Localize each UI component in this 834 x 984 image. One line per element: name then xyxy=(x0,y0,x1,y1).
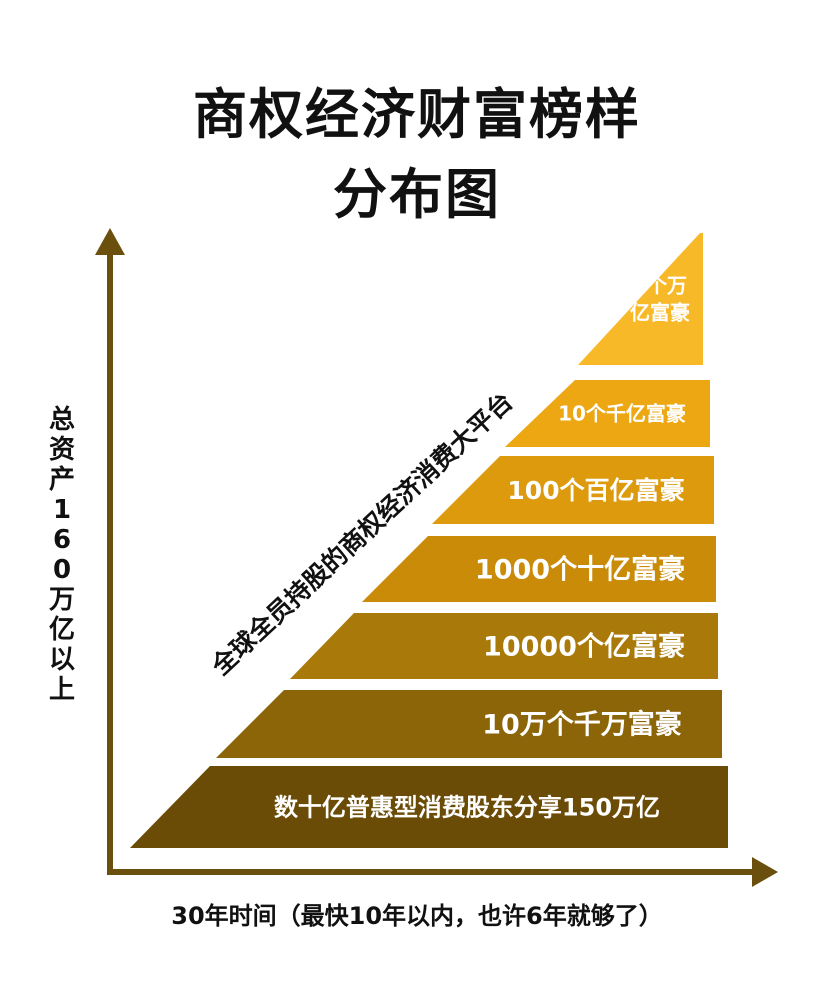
x-axis-label: 30年时间（最快10年以内，也许6年就够了） xyxy=(171,902,663,930)
pyramid-tier-7 xyxy=(130,766,728,848)
y-axis-label-char: 上 xyxy=(49,675,75,705)
y-axis-arrow-icon xyxy=(95,228,125,255)
tier-6-label: 10万个千万富豪 xyxy=(482,709,682,741)
y-axis-label-char: 6 xyxy=(53,525,71,555)
pyramid-tier-5 xyxy=(290,613,718,679)
y-axis-label-char: 0 xyxy=(53,555,71,585)
tier-1-label: 1个万 xyxy=(633,274,687,298)
pyramid-tier-1 xyxy=(578,233,703,365)
y-axis-label-char: 万 xyxy=(49,585,75,615)
y-axis-label-char: 亿 xyxy=(49,615,75,645)
title-line-2: 分布图 xyxy=(333,163,501,226)
title-line-1: 商权经济财富榜样 xyxy=(193,83,641,146)
pyramid-tier-2 xyxy=(505,380,710,447)
tier-1-label: 亿富豪 xyxy=(630,301,690,325)
tier-4-label: 1000个十亿富豪 xyxy=(475,554,685,586)
tier-7-label: 数十亿普惠型消费股东分享150万亿 xyxy=(274,794,660,822)
tier-5-label: 10000个亿富豪 xyxy=(483,631,685,663)
tier-3-label: 100个百亿富豪 xyxy=(507,476,684,505)
pyramid-tier-3 xyxy=(432,456,714,524)
y-axis-label-char: 资 xyxy=(49,435,75,465)
tier-2-label: 10个千亿富豪 xyxy=(558,402,686,426)
y-axis-label-char: 产 xyxy=(49,465,75,495)
y-axis-label-char: 以 xyxy=(49,645,75,675)
axes xyxy=(95,228,778,887)
pyramid-tier-4 xyxy=(362,536,716,602)
pyramid-tier-6 xyxy=(216,690,722,758)
x-axis-arrow-icon xyxy=(752,857,778,887)
y-axis-label-char: 1 xyxy=(53,495,71,525)
y-axis-label-char: 总 xyxy=(49,405,75,435)
